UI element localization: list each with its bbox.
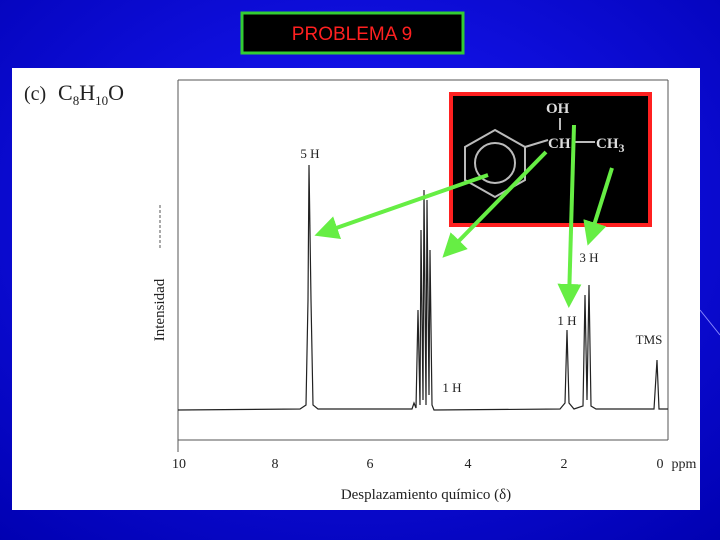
peak-label: 1 H (557, 313, 576, 328)
x-axis-label: Desplazamiento químico (δ) (341, 487, 511, 503)
problem-label: (c) (24, 83, 46, 105)
x-tick-label: 0 (657, 457, 664, 472)
title-box (240, 11, 465, 55)
y-axis-label: Intensidad (152, 278, 168, 341)
structure-label-part: CH (596, 136, 619, 152)
formula-part: 10 (95, 93, 108, 108)
decor-line (699, 309, 720, 336)
peak-label: TMS (636, 332, 663, 347)
structure-label: CH3 (596, 136, 625, 155)
formula-part: 8 (73, 93, 80, 108)
structure-label: CH (548, 136, 571, 152)
plot-frame (159, 79, 669, 452)
formula-part: C (58, 80, 73, 105)
formula-part: H (79, 80, 95, 105)
peak-label: 5 H (300, 146, 319, 161)
formula: C8H10O (58, 80, 124, 108)
x-tick-label: 4 (465, 457, 472, 472)
x-tick-label: 2 (561, 457, 568, 472)
peak-label: 1 H (442, 380, 461, 395)
spectrum-trace (177, 164, 668, 411)
structure-label-part: 3 (619, 141, 625, 155)
x-unit: ppm (672, 457, 697, 472)
structure-label: OH (546, 101, 570, 117)
arrows (314, 124, 614, 308)
benzene-ring (464, 118, 595, 199)
x-tick-label: 10 (172, 457, 186, 472)
x-tick-label: 8 (272, 457, 279, 472)
formula-part: O (108, 80, 124, 105)
title: PROBLEMA 9 (292, 24, 412, 45)
x-tick-label: 6 (367, 457, 374, 472)
structure-box (449, 92, 652, 227)
peak-label: 3 H (579, 250, 598, 265)
